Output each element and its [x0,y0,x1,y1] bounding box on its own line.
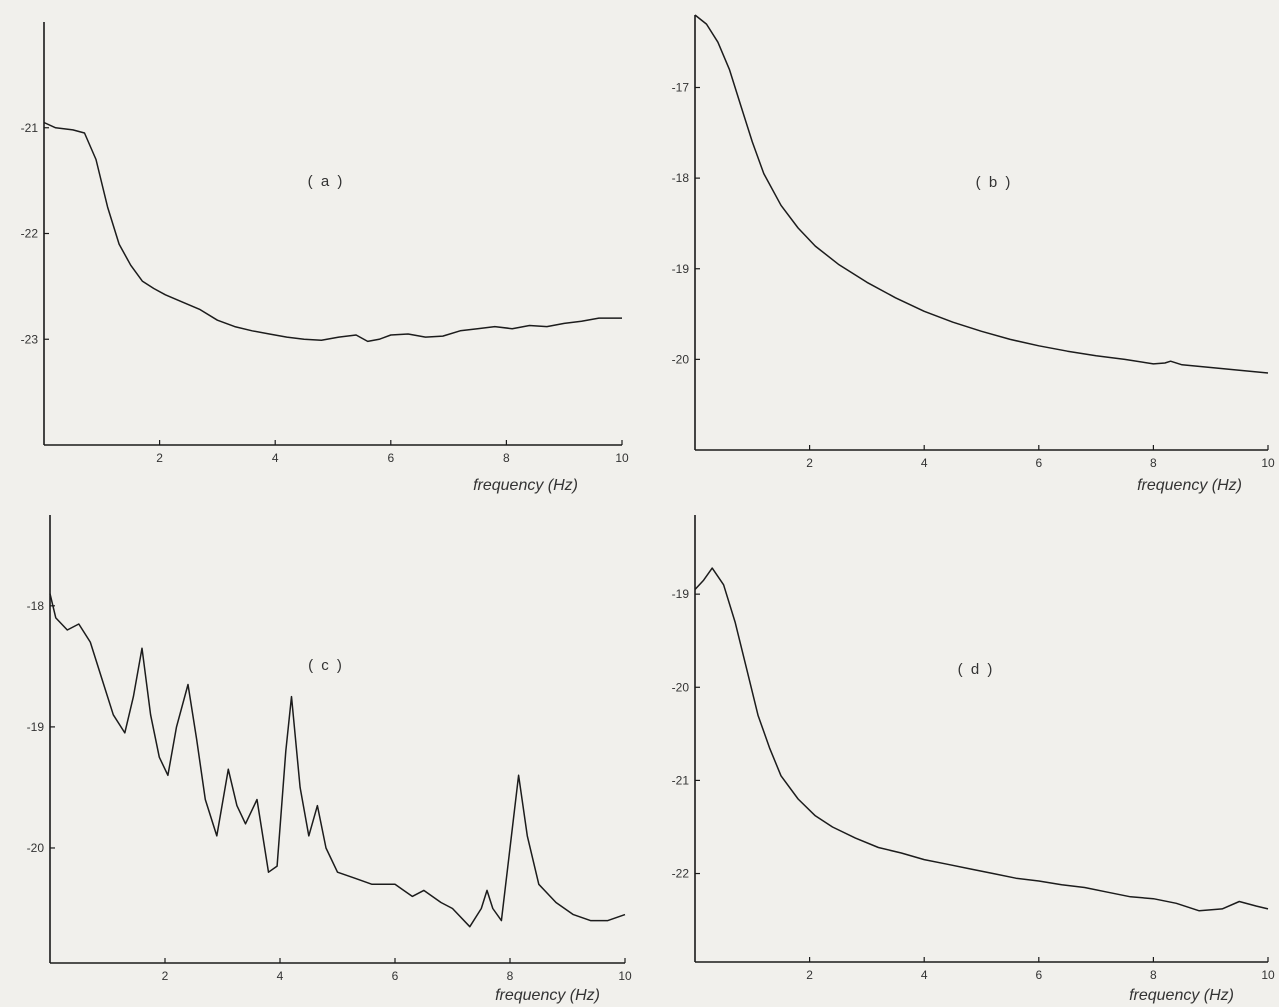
y-tick-label: -22 [21,227,39,241]
series-line [694,14,1269,374]
x-tick-label: 4 [921,456,928,470]
y-tick-label: -20 [672,352,690,366]
y-tick-label: -17 [672,81,690,95]
tick-group: 2 4 6 8 10 -19 -20 -21 -22 [672,587,1275,982]
y-tick-label: -21 [21,121,39,135]
x-tick-label: 2 [806,456,813,470]
x-tick-label: 4 [921,968,928,982]
panel-d: 2 4 6 8 10 -19 -20 -21 -22 ( d ) frequency (Hz) [672,515,1275,1004]
x-tick-label: 10 [618,969,632,983]
x-tick-label: 6 [1035,968,1042,982]
y-tick-label: -22 [672,867,690,881]
x-tick-label: 8 [503,451,510,465]
panel-label: ( d ) [958,661,995,678]
series-line [43,121,622,343]
x-tick-label: 4 [272,451,279,465]
y-tick-label: -23 [21,332,39,346]
y-tick-label: -18 [672,171,690,185]
x-tick-label: 10 [615,451,629,465]
x-tick-label: 2 [162,969,169,983]
y-tick-label: -19 [672,587,690,601]
x-tick-label: 10 [1261,968,1275,982]
x-axis-label: frequency (Hz) [1129,987,1234,1004]
x-tick-label: 6 [1035,456,1042,470]
x-tick-label: 6 [387,451,394,465]
y-tick-label: -20 [672,680,690,694]
x-tick-label: 4 [277,969,284,983]
y-tick-label: -20 [27,841,45,855]
y-tick-label: -19 [27,720,45,734]
y-tick-label: -19 [672,262,690,276]
x-tick-label: 2 [156,451,163,465]
x-tick-label: 2 [806,968,813,982]
x-tick-label: 6 [392,969,399,983]
panel-c: 2 4 6 8 10 -18 -19 -20 ( c ) frequency (Hz) [27,515,632,1004]
x-tick-label: 10 [1261,456,1275,470]
x-axis-label: frequency (Hz) [495,987,600,1004]
series-line [49,593,626,928]
series-line [694,567,1269,912]
y-tick-label: -18 [27,599,45,613]
panel-label: ( a ) [308,173,345,190]
x-tick-label: 8 [1150,968,1157,982]
x-tick-label: 8 [1150,456,1157,470]
tick-group: 2 4 6 8 10 -17 -18 -19 -20 [672,81,1275,471]
y-tick-label: -21 [672,773,690,787]
x-axis-label: frequency (Hz) [1137,477,1242,494]
tick-group: 2 4 6 8 10 -18 -19 -20 [27,599,632,983]
panel-label: ( b ) [976,174,1013,191]
panel-b: 2 4 6 8 10 -17 -18 -19 -20 ( b ) frequency (Hz) [672,14,1275,494]
panel-label: ( c ) [308,657,344,674]
x-axis-label: frequency (Hz) [473,477,578,494]
panel-a: 2 4 6 8 10 -21 -22 -23 ( a ) frequency (Hz) [21,22,629,494]
tick-group: 2 4 6 8 10 -21 -22 -23 [21,121,629,465]
x-tick-label: 8 [507,969,514,983]
